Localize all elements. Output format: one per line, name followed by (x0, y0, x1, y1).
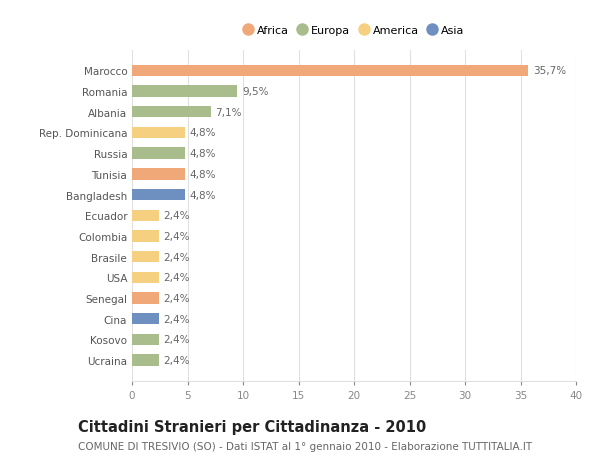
Text: 2,4%: 2,4% (163, 314, 190, 324)
Bar (132, 190, 185, 201)
Text: Cittadini Stranieri per Cittadinanza - 2010: Cittadini Stranieri per Cittadinanza - 2… (78, 419, 426, 434)
Text: 4,8%: 4,8% (190, 169, 216, 179)
Bar (132, 355, 158, 366)
Bar (132, 169, 185, 180)
Legend: Africa, Europa, America, Asia: Africa, Europa, America, Asia (241, 23, 467, 38)
Text: 2,4%: 2,4% (163, 293, 190, 303)
Text: 2,4%: 2,4% (163, 355, 190, 365)
Bar (132, 86, 238, 97)
Text: 4,8%: 4,8% (190, 149, 216, 159)
Text: 2,4%: 2,4% (163, 335, 190, 345)
Bar (132, 107, 211, 118)
Bar (132, 231, 158, 242)
Text: 4,8%: 4,8% (190, 128, 216, 138)
Bar (132, 293, 158, 304)
Bar (132, 210, 158, 221)
Text: 2,4%: 2,4% (163, 211, 190, 221)
Bar (132, 334, 158, 345)
Text: 2,4%: 2,4% (163, 231, 190, 241)
Text: 7,1%: 7,1% (215, 107, 242, 118)
Bar (132, 148, 185, 159)
Text: COMUNE DI TRESIVIO (SO) - Dati ISTAT al 1° gennaio 2010 - Elaborazione TUTTITALI: COMUNE DI TRESIVIO (SO) - Dati ISTAT al … (78, 441, 532, 451)
Text: 2,4%: 2,4% (163, 273, 190, 283)
Bar (132, 128, 185, 139)
Bar (132, 313, 158, 325)
Bar (132, 272, 158, 283)
Bar (132, 66, 528, 77)
Bar (132, 252, 158, 263)
Text: 4,8%: 4,8% (190, 190, 216, 200)
Text: 9,5%: 9,5% (242, 87, 268, 97)
Text: 2,4%: 2,4% (163, 252, 190, 262)
Text: 35,7%: 35,7% (533, 66, 566, 76)
